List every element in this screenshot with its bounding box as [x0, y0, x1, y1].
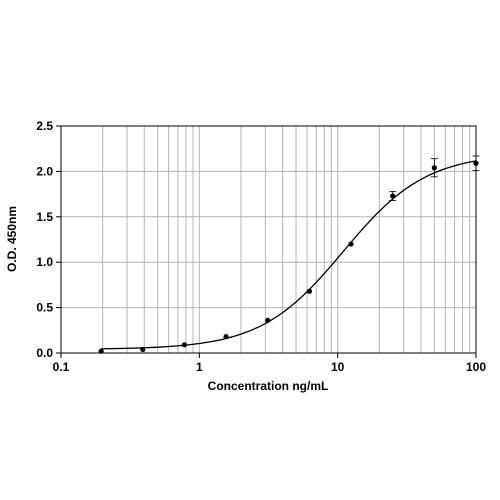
x-tick-label: 1 [196, 360, 203, 374]
y-axis-title: O.D. 450nm [5, 206, 19, 272]
data-point [98, 348, 104, 354]
fit-curve [101, 160, 477, 350]
y-tick-label: 1.5 [36, 210, 53, 224]
x-tick-label: 100 [466, 360, 486, 374]
axes-group [56, 125, 477, 358]
data-point [306, 288, 313, 294]
y-tick-label: 0.0 [36, 346, 53, 360]
data-points-group [98, 155, 480, 354]
data-point [181, 342, 188, 348]
x-axis-title: Concentration ng/mL [208, 379, 329, 393]
y-tick-label: 1.0 [36, 255, 53, 269]
data-point [348, 241, 354, 247]
x-tick-label: 10 [331, 360, 345, 374]
grid-lines [61, 126, 476, 353]
data-point [223, 334, 229, 340]
data-point [431, 165, 437, 171]
data-point [390, 193, 396, 199]
y-tick-label: 2.5 [36, 119, 53, 133]
x-tick-label: 0.1 [53, 360, 70, 374]
fit-curve-group [101, 160, 477, 350]
data-point [265, 317, 271, 323]
data-point [140, 346, 146, 352]
y-tick-label: 2.0 [36, 164, 53, 178]
tick-labels-group: 0.0 0.5 1.0 1.5 2.0 2.5 0.1 1 10 100 [36, 119, 486, 374]
plot-frame [60, 125, 477, 354]
y-tick-label: 0.5 [36, 301, 53, 315]
